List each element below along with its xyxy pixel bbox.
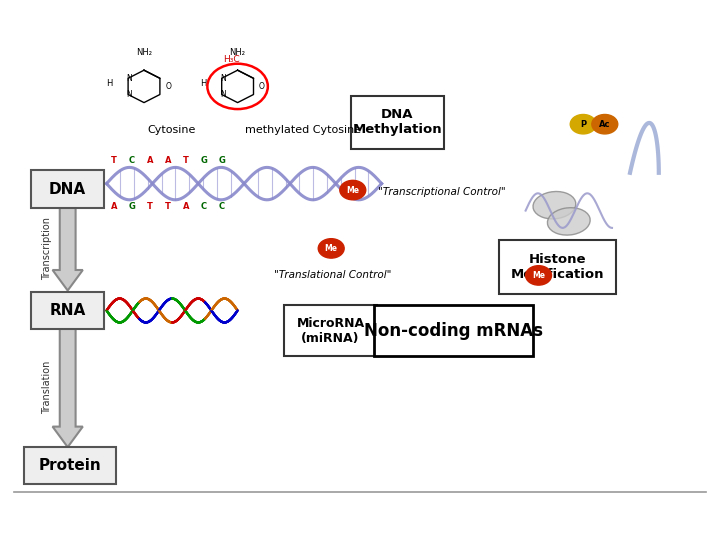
Text: H₃C: H₃C [223, 55, 240, 64]
Text: A: A [146, 157, 153, 165]
Text: DNA: DNA [49, 181, 86, 197]
Circle shape [592, 114, 618, 134]
Circle shape [570, 114, 596, 134]
Text: G: G [128, 202, 135, 211]
Text: N: N [220, 74, 225, 83]
Text: "Transcriptional Control": "Transcriptional Control" [378, 187, 505, 197]
Text: G: G [200, 157, 207, 165]
Text: P: P [580, 120, 586, 129]
Circle shape [526, 266, 552, 285]
Text: A: A [164, 157, 171, 165]
Text: O: O [165, 82, 171, 91]
Text: T: T [111, 157, 117, 165]
Text: Translation: Translation [42, 361, 52, 414]
Text: C: C [219, 202, 225, 211]
Ellipse shape [533, 192, 576, 219]
Text: NH₂: NH₂ [230, 48, 246, 57]
Text: H: H [107, 79, 113, 89]
Text: G: G [218, 157, 225, 165]
FancyBboxPatch shape [351, 96, 444, 148]
Text: H: H [200, 79, 207, 89]
Text: Me: Me [532, 271, 545, 280]
Polygon shape [53, 328, 83, 447]
Text: Histone
Modification: Histone Modification [510, 253, 604, 281]
Text: Non-coding mRNAs: Non-coding mRNAs [364, 322, 543, 340]
Text: MicroRNA
(miRNA): MicroRNA (miRNA) [297, 317, 364, 345]
Text: N: N [126, 90, 132, 99]
Text: RNA: RNA [50, 303, 86, 318]
Text: Cytosine: Cytosine [148, 125, 196, 134]
Text: Protein: Protein [38, 458, 102, 473]
Text: Me: Me [325, 244, 338, 253]
Text: O: O [258, 82, 265, 91]
Text: A: A [110, 202, 117, 211]
Circle shape [340, 180, 366, 200]
Circle shape [318, 239, 344, 258]
Text: NH₂: NH₂ [136, 48, 152, 57]
Text: T: T [147, 202, 153, 211]
Text: A: A [182, 202, 189, 211]
FancyBboxPatch shape [374, 305, 533, 356]
Text: methylated Cytosine: methylated Cytosine [245, 125, 361, 134]
Text: Transcription: Transcription [42, 217, 52, 280]
FancyBboxPatch shape [499, 240, 616, 294]
Polygon shape [53, 206, 83, 291]
Text: T: T [165, 202, 171, 211]
Text: N: N [126, 74, 132, 83]
FancyBboxPatch shape [284, 305, 377, 356]
Text: "Translational Control": "Translational Control" [274, 271, 391, 280]
Text: Ac: Ac [599, 120, 611, 129]
Text: N: N [220, 90, 225, 99]
Ellipse shape [547, 208, 590, 235]
Text: Me: Me [346, 186, 359, 194]
FancyBboxPatch shape [31, 170, 104, 208]
Text: T: T [183, 157, 189, 165]
FancyBboxPatch shape [24, 447, 116, 484]
Text: C: C [201, 202, 207, 211]
FancyBboxPatch shape [31, 292, 104, 329]
Text: C: C [129, 157, 135, 165]
Text: DNA
Methylation: DNA Methylation [353, 108, 442, 136]
